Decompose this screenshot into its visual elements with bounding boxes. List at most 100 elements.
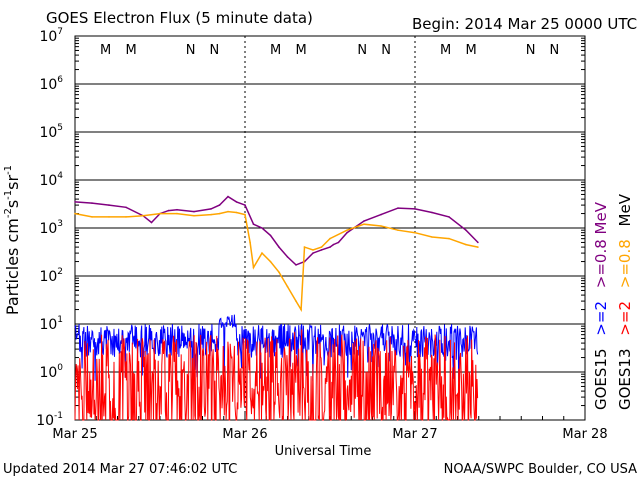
data-point — [235, 201, 238, 203]
begin-label: Begin: 2014 Mar 25 0000 UTC — [412, 15, 637, 33]
x-tick-label: Mar 27 — [392, 427, 437, 442]
y-axis-label-main: Particles cm — [3, 218, 22, 315]
data-point — [91, 202, 93, 204]
legend-goes15-08mev: >=0.8 MeV — [592, 201, 610, 288]
mn-marker: M — [125, 43, 136, 58]
data-point — [244, 213, 246, 216]
data-point — [142, 214, 144, 217]
data-point — [125, 216, 127, 218]
data-point — [210, 213, 212, 216]
data-point — [193, 210, 195, 213]
data-point — [252, 223, 255, 225]
data-point — [477, 246, 479, 248]
y-axis-label-sr: sr — [3, 175, 22, 190]
legend-goes13-label: GOES13 — [616, 348, 634, 410]
legend-goes15-label: GOES15 — [592, 348, 610, 410]
data-point — [448, 216, 450, 218]
data-point — [332, 243, 335, 246]
data-point — [303, 246, 306, 248]
data-point — [125, 206, 127, 209]
y-tick-label: 102 — [39, 267, 63, 285]
mn-marker: N — [357, 43, 367, 58]
data-point — [159, 212, 161, 215]
mn-marker: M — [295, 43, 306, 58]
data-point — [363, 223, 365, 225]
chart-title: GOES Electron Flux (5 minute data) — [46, 9, 313, 27]
footer-updated: Updated 2014 Mar 27 07:46:02 UTC — [3, 462, 237, 477]
footer-credit: NOAA/SWPC Boulder, CO USA — [444, 462, 637, 477]
data-point — [431, 211, 433, 214]
mn-marker: M — [440, 43, 451, 58]
data-point — [346, 229, 348, 231]
data-point — [91, 216, 93, 218]
data-point — [269, 234, 272, 237]
data-point — [176, 208, 178, 211]
data-point — [150, 221, 153, 224]
data-point — [312, 252, 314, 254]
plot-area: 10-1 100 101 102 103 104 105 106 107 Mar 25 Mar 26… — [36, 27, 607, 442]
data-point — [167, 209, 170, 212]
data-point — [218, 212, 221, 215]
data-point — [227, 195, 229, 198]
legend-goes15-2mev: >=2 — [592, 301, 610, 336]
data-point — [329, 246, 331, 248]
legend-goes15: GOES15 >=2 >=0.8 MeV — [592, 201, 610, 410]
data-point — [278, 271, 280, 274]
data-point — [235, 211, 238, 214]
legend-goes13-mev: MeV — [616, 193, 634, 226]
data-point — [74, 201, 76, 203]
data-point — [380, 225, 382, 227]
data-point — [108, 216, 110, 218]
data-point — [431, 236, 433, 238]
x-tick-label: Mar 28 — [562, 427, 607, 442]
data-point — [286, 256, 289, 258]
data-point — [278, 246, 280, 248]
data-point — [329, 237, 331, 240]
data-point — [295, 264, 297, 266]
data-point — [346, 231, 348, 234]
data-point — [108, 204, 110, 206]
data-point — [295, 300, 297, 302]
y-axis-label-exp1: -2 — [3, 208, 14, 218]
data-point — [363, 220, 365, 222]
mn-marker: N — [550, 43, 560, 58]
y-axis-label-exp3: -1 — [3, 165, 14, 175]
series-line-goes13-08mev — [74, 210, 479, 313]
data-point — [397, 207, 399, 209]
y-tick-label: 103 — [39, 219, 63, 237]
data-point — [414, 231, 416, 234]
svg-text:GOES13 >=2 >=0.8: GOES13 >=2 >=0.8 MeV — [616, 193, 634, 410]
data-point — [269, 260, 272, 263]
data-point — [261, 227, 263, 229]
data-point — [312, 249, 314, 251]
data-point — [320, 249, 323, 251]
data-point — [448, 237, 450, 240]
y-tick-label: 106 — [39, 75, 63, 93]
data-point — [465, 229, 467, 231]
legend-goes13-08mev: >=0.8 — [616, 239, 634, 288]
data-point — [337, 241, 340, 244]
data-point — [244, 204, 246, 206]
data-point — [414, 208, 416, 210]
mn-marker: M — [465, 43, 476, 58]
data-point — [380, 213, 382, 216]
data-point — [320, 246, 323, 248]
data-point — [477, 241, 479, 244]
mn-marker: N — [186, 43, 196, 58]
legend-goes13-2mev: >=2 — [616, 301, 634, 336]
data-point — [465, 243, 467, 246]
svg-text:Particles cm-2s-1sr-1: Particles cm-2s-1sr-1 — [3, 165, 22, 315]
x-tick-label: Mar 25 — [52, 427, 97, 442]
data-point — [261, 252, 263, 254]
data-point — [252, 266, 255, 269]
data-point — [218, 204, 221, 206]
x-axis-label: Universal Time — [275, 444, 372, 459]
y-tick-label: 10-1 — [36, 411, 63, 429]
data-point — [397, 229, 399, 231]
y-axis-label-s: s — [3, 200, 22, 208]
series-line-goes15-08mev — [74, 195, 479, 266]
y-axis-label: Particles cm-2s-1sr-1 — [3, 165, 22, 315]
mn-marker: N — [381, 43, 391, 58]
mn-marker: M — [270, 43, 281, 58]
